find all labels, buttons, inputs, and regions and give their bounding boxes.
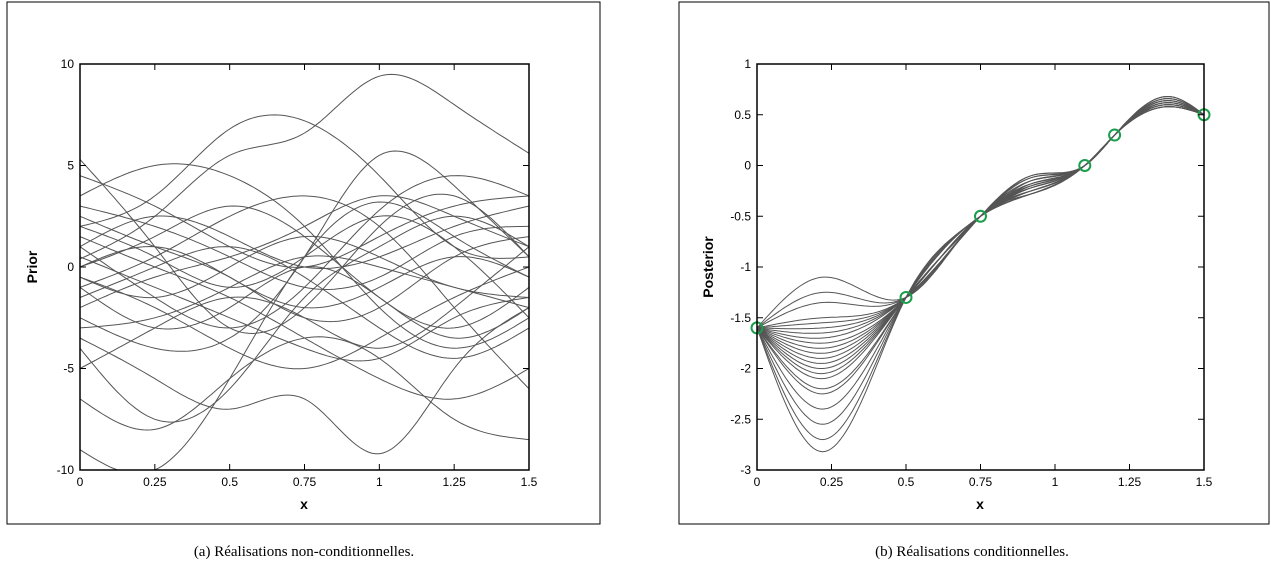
x-tick-label: 0 (754, 475, 761, 489)
panel-a: 0 0.25 0.5 0.75 1 1.25 1.5 -10 -5 0 5 10 x Prior (… (6, 1, 601, 560)
x-tick-label: 0 (77, 475, 84, 489)
x-tick-label: 0.5 (221, 475, 238, 489)
posterior-realization-line (756, 99, 1205, 329)
panel-a-xlabel: x (300, 496, 308, 512)
y-tick-label: 0 (67, 260, 74, 274)
prior-realization-line (79, 245, 530, 309)
posterior-realization-line (756, 106, 1205, 329)
panel-b-ylabel: Posterior (700, 236, 716, 298)
x-tick-label: 1 (376, 475, 383, 489)
prior-realization-line (79, 235, 530, 299)
posterior-realization-line (756, 106, 1205, 334)
observation-marker (899, 290, 913, 304)
prior-realization-line (79, 336, 530, 441)
prior-realization-line (79, 205, 529, 291)
posterior-realization-line (756, 102, 1205, 329)
panel-b-xticks: 0 0.25 0.5 0.75 1 1.25 1.5 (754, 64, 1213, 489)
x-tick-label: 0.25 (820, 475, 844, 489)
y-tick-label: -2 (740, 362, 751, 376)
y-tick-label: -10 (57, 463, 75, 477)
posterior-realization-line (756, 99, 1205, 453)
panel-b: 0 0.25 0.5 0.75 1 1.25 1.5 -3-2.5-2-1.5-1-0.50… (678, 1, 1270, 560)
prior-realization-line (79, 246, 530, 359)
y-tick-label: 10 (61, 57, 75, 71)
observation-marker (1078, 159, 1092, 172)
panel-b-observations (750, 108, 1211, 335)
posterior-realization-line (756, 97, 1205, 354)
prior-realization-line (79, 307, 530, 455)
posterior-realization-line (756, 95, 1205, 395)
x-tick-label: 1.5 (521, 475, 538, 489)
prior-realization-line (79, 256, 530, 362)
y-tick-label: 1 (744, 57, 751, 71)
x-tick-label: 0.25 (143, 475, 167, 489)
y-tick-label: 5 (67, 159, 74, 173)
x-tick-label: 1.5 (1196, 475, 1213, 489)
y-tick-label: 0 (744, 159, 751, 173)
posterior-realization-line (756, 104, 1205, 369)
posterior-realization-line (756, 99, 1205, 349)
posterior-realization-line (756, 106, 1205, 364)
panel-b-frame (678, 1, 1270, 525)
prior-realization-line (79, 215, 530, 319)
posterior-realization-line (756, 97, 1205, 390)
prior-realization-line (79, 215, 530, 323)
posterior-realization-line (756, 97, 1205, 329)
panel-a-ylabel: Prior (24, 250, 40, 283)
observation-marker (1108, 128, 1122, 142)
y-tick-label: -1.5 (730, 311, 751, 325)
panel-a-series (79, 73, 530, 471)
y-tick-label: -3 (740, 463, 751, 477)
y-tick-label: -2.5 (730, 412, 751, 426)
y-tick-label: -5 (63, 362, 74, 376)
panel-a-xticks: 0 0.25 0.5 0.75 1 1.25 1.5 (77, 64, 538, 489)
posterior-realization-line (756, 104, 1205, 425)
posterior-realization-line (756, 99, 1205, 380)
panel-a-frame (6, 1, 601, 525)
prior-realization-line (79, 266, 530, 339)
x-tick-label: 1.25 (442, 475, 466, 489)
posterior-realization-line (756, 102, 1205, 344)
y-tick-label: -1 (740, 260, 751, 274)
panel-a-caption: (a) Réalisations non-conditionnelles. (194, 544, 414, 560)
panel-b-caption: (b) Réalisations conditionnelles. (875, 544, 1069, 560)
panel-b-yticks: -3 -2.5 -2 -1.5 -1 -0.5 0 0.5 1 (730, 57, 1204, 477)
y-tick-label: -0.5 (730, 209, 751, 223)
prior-realization-line (79, 163, 530, 349)
x-tick-label: 1.25 (1118, 475, 1142, 489)
x-tick-label: 1 (1052, 475, 1059, 489)
prior-realization-line (79, 195, 530, 309)
x-tick-label: 0.5 (898, 475, 915, 489)
posterior-realization-line (756, 95, 1205, 359)
panel-b-xlabel: x (976, 496, 984, 512)
x-tick-label: 0.75 (969, 475, 993, 489)
panel-a-yticks: -10 -5 0 5 10 (57, 57, 529, 477)
x-tick-label: 0.75 (293, 475, 317, 489)
y-tick-label: 0.5 (734, 108, 751, 122)
observation-marker (974, 209, 987, 223)
posterior-realization-line (756, 95, 1205, 330)
prior-realization-line (79, 266, 530, 370)
panel-b-series (756, 95, 1205, 453)
